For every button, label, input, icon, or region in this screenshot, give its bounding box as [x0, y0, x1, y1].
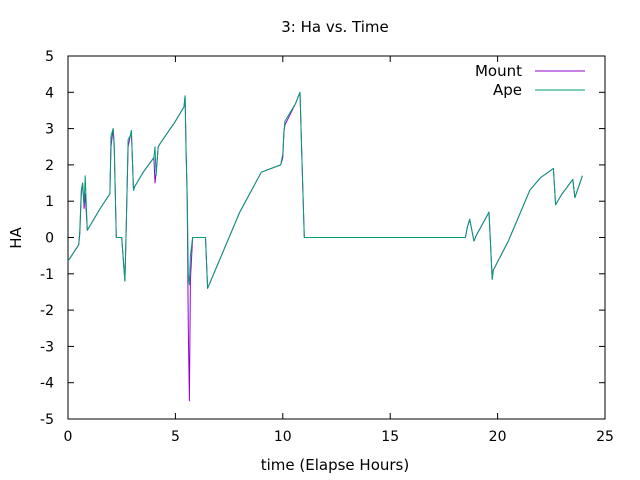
- x-tick-label: 15: [381, 429, 399, 445]
- ticks-layer: 0 5 10 15 20 25 -5 -4 -3 -2 -1 0 1 2 3 4 5: [40, 49, 614, 445]
- y-tick-label: 4: [45, 85, 54, 101]
- y-tick-label: 1: [45, 194, 54, 210]
- y-tick-label: 0: [45, 231, 54, 247]
- y-tick-label: 3: [45, 122, 54, 138]
- x-tick-label: 10: [274, 429, 292, 445]
- y-tick-label: -3: [40, 339, 54, 355]
- y-axis-title: HA: [7, 226, 25, 248]
- x-tick-label: 25: [596, 429, 614, 445]
- legend-label-mount: Mount: [475, 62, 522, 80]
- y-tick-label: -4: [40, 376, 54, 392]
- x-tick-label: 20: [489, 429, 507, 445]
- x-tick-label: 0: [64, 429, 73, 445]
- x-tick-label: 5: [171, 429, 180, 445]
- chart-title: 3: Ha vs. Time: [281, 18, 389, 36]
- y-tick-label: -5: [40, 412, 54, 428]
- legend-label-ape: Ape: [493, 81, 522, 99]
- y-tick-label: -1: [40, 267, 54, 283]
- y-tick-label: 5: [45, 49, 54, 65]
- series-line-ape: [67, 91, 583, 289]
- series-layer: [67, 91, 583, 402]
- x-axis-title: time (Elapse Hours): [261, 456, 409, 474]
- y-tick-label: -2: [40, 303, 54, 319]
- y-tick-label: 2: [45, 158, 54, 174]
